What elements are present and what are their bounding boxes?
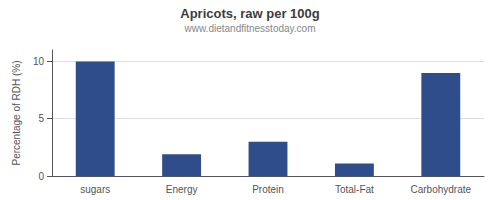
svg-text:5: 5: [38, 113, 44, 124]
svg-text:www.dietandfitnesstoday.com: www.dietandfitnesstoday.com: [184, 23, 316, 34]
svg-text:Carbohydrate: Carbohydrate: [411, 184, 472, 195]
svg-text:10: 10: [33, 56, 45, 67]
svg-text:0: 0: [38, 171, 44, 182]
svg-text:Total-Fat: Total-Fat: [335, 184, 374, 195]
svg-text:Percentage of RDH (%): Percentage of RDH (%): [11, 60, 22, 165]
svg-text:Apricots, raw per 100g: Apricots, raw per 100g: [180, 6, 319, 21]
svg-text:Energy: Energy: [166, 184, 198, 195]
svg-text:sugars: sugars: [80, 184, 110, 195]
svg-text:Protein: Protein: [252, 184, 284, 195]
